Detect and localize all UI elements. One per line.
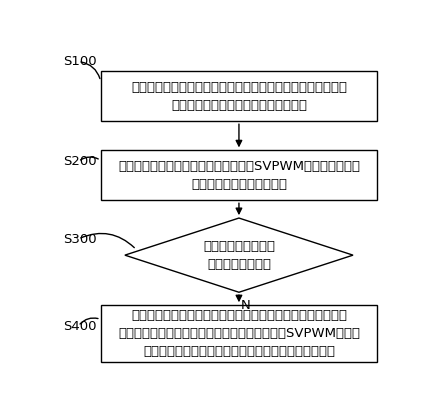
FancyBboxPatch shape — [101, 305, 377, 362]
Text: S100: S100 — [62, 55, 96, 68]
Text: 获取车辆的目标速度和目标功率，采样直流输入电压、交流输
入电压以及电机输入端的输入谐波电流: 获取车辆的目标速度和目标功率，采样直流输入电压、交流输 入电压以及电机输入端的输… — [131, 81, 347, 112]
FancyBboxPatch shape — [101, 71, 377, 121]
Text: S400: S400 — [62, 320, 96, 333]
Text: 向逆变器输出调制信号，启动滤波模块滤除定子谐波电流，依
据汽车的目标功率选择汽车电源供电方式，依据SVPWM调制比
控制汽车电源以所选择的供电方式响应汽车的目标: 向逆变器输出调制信号，启动滤波模块滤除定子谐波电流，依 据汽车的目标功率选择汽车… — [118, 309, 360, 358]
Text: S300: S300 — [62, 233, 96, 246]
Text: N: N — [241, 299, 251, 312]
Polygon shape — [125, 218, 353, 292]
Text: S200: S200 — [62, 155, 96, 168]
FancyBboxPatch shape — [101, 150, 377, 200]
Text: 判断电流谐波畸变率
是否处于畸变范围: 判断电流谐波畸变率 是否处于畸变范围 — [203, 240, 275, 271]
Text: 依据直流输入电压和交流输入电压计算SVPWM调制比，从输入
谐波电流提取定子谐波电流: 依据直流输入电压和交流输入电压计算SVPWM调制比，从输入 谐波电流提取定子谐波… — [118, 160, 360, 191]
